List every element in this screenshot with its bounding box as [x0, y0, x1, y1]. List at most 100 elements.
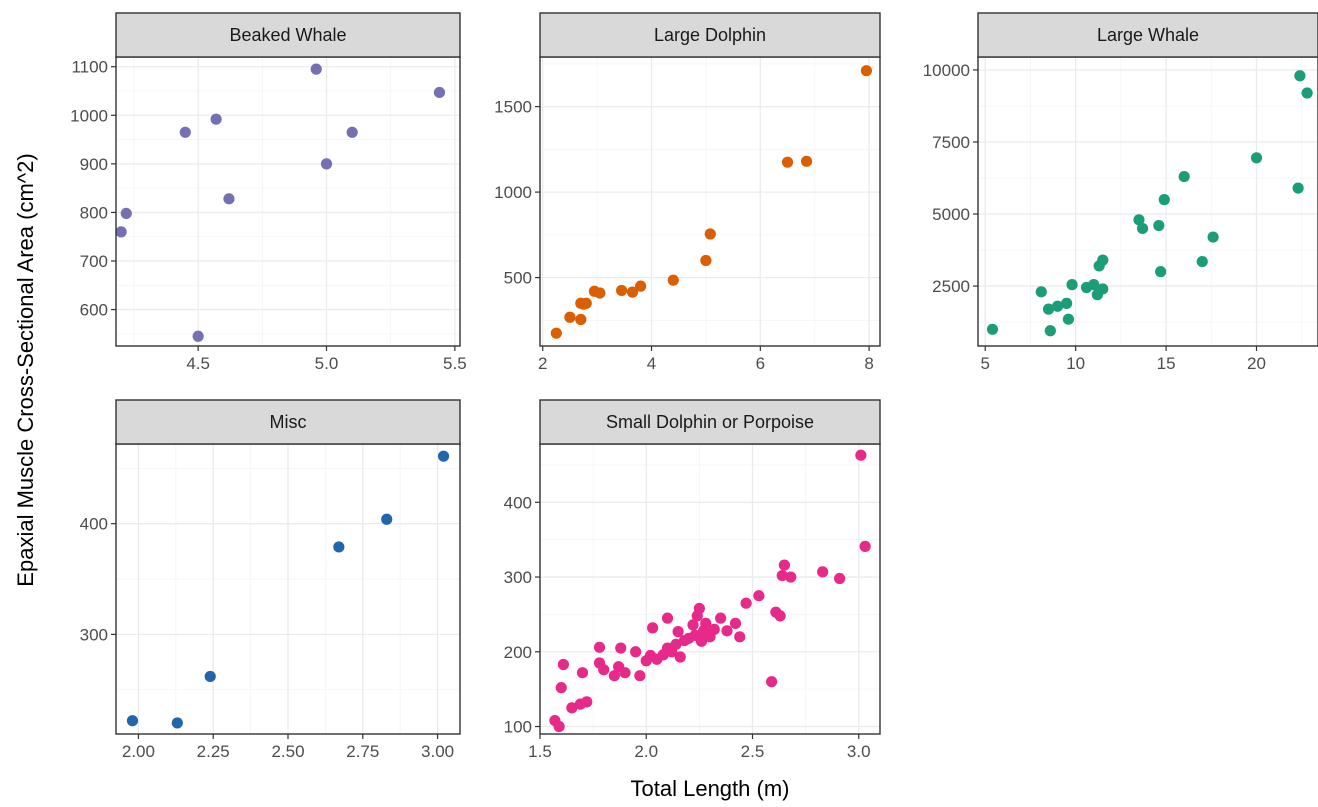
- data-point: [120, 207, 132, 219]
- data-point: [635, 280, 647, 292]
- data-point: [667, 274, 679, 286]
- data-point: [817, 566, 829, 578]
- data-point: [310, 63, 322, 75]
- data-point: [555, 682, 567, 694]
- x-tick-label: 2.75: [346, 742, 379, 761]
- data-point: [630, 646, 642, 658]
- data-point: [704, 228, 716, 240]
- data-point: [192, 330, 204, 342]
- y-tick-label: 200: [504, 643, 532, 662]
- facet-panel: Large Dolphin 2 4 6 8 500 1000 1500: [494, 12, 881, 373]
- data-point: [608, 670, 620, 682]
- data-point: [721, 625, 733, 637]
- y-axis-title: Epaxial Muscle Cross-Sectional Area (cm^…: [13, 153, 38, 586]
- data-point: [634, 670, 646, 682]
- x-tick-label: 4: [647, 354, 656, 373]
- data-point: [381, 513, 393, 525]
- x-tick-label: 2.00: [122, 742, 155, 761]
- data-point: [1133, 214, 1145, 226]
- data-point: [320, 158, 333, 170]
- x-tick-label: 5: [980, 354, 989, 373]
- x-tick-label: 2.0: [634, 742, 658, 761]
- data-point: [776, 569, 788, 582]
- facet-strip: [115, 399, 461, 445]
- data-point: [740, 597, 752, 609]
- data-point: [598, 664, 610, 676]
- data-point: [550, 327, 562, 339]
- data-point: [1088, 279, 1100, 291]
- data-point: [672, 626, 684, 638]
- data-point: [1155, 266, 1167, 278]
- y-tick-label: 1000: [70, 106, 108, 125]
- x-tick-label: 2.5: [741, 742, 765, 761]
- x-tick-label: 8: [864, 354, 873, 373]
- y-tick-label: 100: [504, 718, 532, 737]
- data-point: [580, 297, 592, 309]
- data-point: [695, 635, 708, 647]
- data-point: [593, 641, 606, 653]
- facet-strip-label: Large Whale: [1097, 25, 1199, 45]
- data-point: [1097, 254, 1109, 266]
- data-point: [557, 658, 569, 671]
- y-tick-label: 300: [80, 625, 108, 644]
- data-point: [1153, 219, 1165, 232]
- data-point: [433, 86, 446, 99]
- data-point: [566, 702, 578, 714]
- data-point: [346, 126, 358, 138]
- data-point: [693, 602, 705, 615]
- data-point: [800, 155, 813, 167]
- data-point: [1061, 297, 1073, 309]
- facet-panel: Beaked Whale 4.5 5.0 5.5 600 700 800 900 1000 110…: [70, 12, 467, 373]
- data-point: [619, 667, 631, 679]
- data-point: [1292, 182, 1304, 194]
- y-tick-label: 300: [504, 568, 532, 587]
- data-point: [126, 715, 139, 727]
- data-point: [1301, 87, 1313, 99]
- data-point: [715, 612, 727, 624]
- x-tick-label: 6: [756, 354, 765, 373]
- data-point: [785, 571, 797, 583]
- facet-strip: [539, 399, 881, 445]
- data-point: [210, 113, 222, 125]
- data-point: [615, 642, 627, 654]
- y-tick-label: 400: [504, 493, 532, 512]
- y-tick-label: 7500: [932, 133, 970, 152]
- panel-background: [978, 57, 1318, 346]
- y-tick-label: 500: [504, 269, 532, 288]
- x-tick-label: 4.5: [186, 354, 210, 373]
- panel-background: [540, 444, 880, 734]
- data-point: [1178, 170, 1190, 183]
- data-point: [774, 610, 786, 622]
- data-point: [1207, 231, 1219, 243]
- data-point: [729, 617, 742, 629]
- facet-strip: [977, 12, 1318, 58]
- facet-strip: [539, 12, 881, 58]
- y-tick-label: 1100: [71, 58, 108, 77]
- data-point: [626, 286, 639, 298]
- data-point: [564, 311, 576, 323]
- data-point: [855, 449, 867, 461]
- facet-panel: Misc 2.00 2.25 2.50 2.75 3.00 300 400: [80, 399, 461, 761]
- facet-strip: [115, 12, 461, 58]
- data-point: [1042, 303, 1055, 315]
- data-point: [670, 638, 682, 650]
- data-point: [171, 717, 183, 729]
- data-point: [1051, 300, 1064, 312]
- data-point: [778, 559, 790, 571]
- data-point: [1044, 325, 1056, 337]
- x-tick-label: 2.25: [197, 742, 230, 761]
- y-tick-label: 600: [80, 301, 108, 320]
- data-point: [616, 284, 628, 297]
- y-tick-label: 5000: [932, 205, 970, 224]
- data-point: [661, 612, 674, 624]
- data-point: [781, 156, 794, 168]
- data-point: [986, 323, 999, 335]
- data-point: [1097, 283, 1109, 295]
- data-point: [834, 572, 846, 585]
- x-tick-label: 2: [538, 354, 547, 373]
- data-point: [1196, 255, 1208, 268]
- data-point: [1294, 70, 1306, 82]
- x-tick-label: 1.5: [528, 742, 552, 761]
- y-tick-label: 800: [80, 203, 108, 222]
- data-point: [708, 623, 720, 635]
